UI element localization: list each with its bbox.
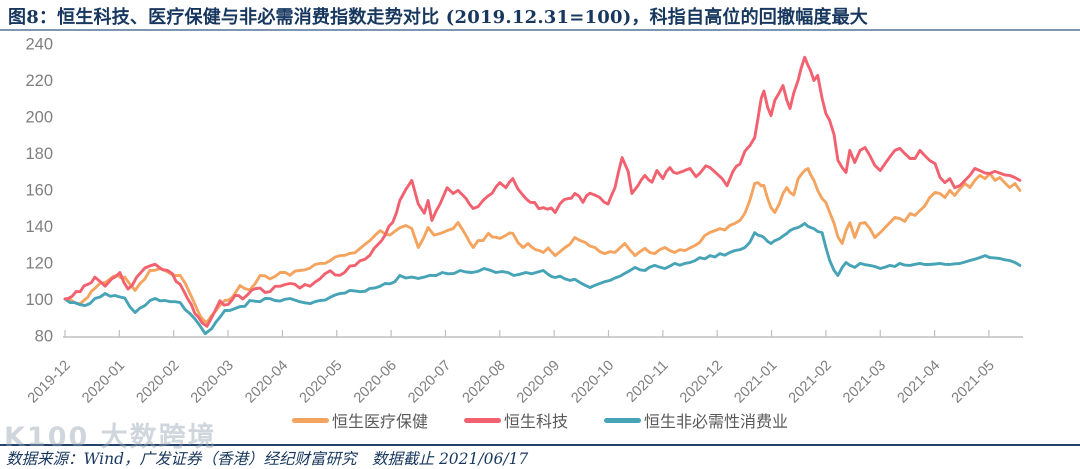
chart-legend: 恒生医疗保健 恒生科技 恒生非必需性消费业 bbox=[0, 408, 1080, 432]
x-tick-label: 2021-03 bbox=[840, 358, 889, 407]
legend-item: 恒生非必需性消费业 bbox=[604, 408, 788, 432]
x-tick-label: 2020-09 bbox=[514, 358, 563, 407]
x-tick-label: 2021-02 bbox=[786, 358, 835, 407]
series-line-2 bbox=[63, 221, 1022, 336]
y-axis-labels: 80 100 120 140 160 180 200 220 240 bbox=[25, 36, 53, 346]
y-tick-label: 160 bbox=[25, 182, 53, 200]
chart-title: 图8：恒生科技、医疗保健与非必需消费指数走势对比 (2019.12.31=100… bbox=[8, 7, 869, 28]
x-tick-label: 2020-11 bbox=[623, 358, 671, 406]
y-tick-label: 140 bbox=[25, 218, 53, 236]
x-tick-label: 2021-01 bbox=[731, 358, 780, 407]
series-line-3 bbox=[63, 55, 1022, 328]
x-tick-label: 2020-04 bbox=[242, 358, 291, 407]
x-tick-label: 2020-03 bbox=[188, 358, 237, 407]
x-tick-label: 2020-10 bbox=[568, 358, 617, 407]
y-tick-label: 100 bbox=[25, 291, 53, 309]
y-tick-label: 120 bbox=[25, 255, 53, 273]
legend-label: 恒生医疗保健 bbox=[331, 414, 428, 431]
x-tick-label: 2020-01 bbox=[79, 358, 128, 407]
x-tick-label: 2020-02 bbox=[134, 358, 183, 407]
series-line-1 bbox=[63, 167, 1022, 324]
y-tick-label: 180 bbox=[25, 145, 53, 163]
legend-label: 恒生科技 bbox=[503, 414, 568, 431]
x-tick-label: 2019-12 bbox=[25, 358, 74, 407]
x-tick-label: 2021-04 bbox=[894, 358, 943, 407]
legend-item: 恒生医疗保健 bbox=[291, 408, 428, 432]
x-tick-label: 2021-05 bbox=[949, 358, 998, 407]
title-divider bbox=[0, 29, 1080, 31]
data-source-note: 数据来源：Wind，广发证券（香港）经纪财富研究 数据截止 2021/06/17 bbox=[6, 450, 529, 468]
legend-item: 恒生科技 bbox=[463, 408, 568, 432]
x-tick-label: 2020-06 bbox=[351, 358, 400, 407]
x-tick-label: 2020-07 bbox=[405, 358, 454, 407]
y-tick-label: 80 bbox=[35, 328, 53, 346]
y-tick-label: 220 bbox=[25, 72, 53, 90]
x-axis-labels: 2019-12 2020-01 2020-02 2020-03 2020-04 2020-… bbox=[25, 330, 998, 406]
legend-swatch-icon bbox=[291, 417, 329, 423]
x-tick-label: 2020-12 bbox=[677, 358, 726, 407]
legend-label: 恒生非必需性消费业 bbox=[644, 414, 789, 431]
y-tick-label: 240 bbox=[25, 36, 53, 54]
x-tick-label: 2020-08 bbox=[460, 358, 509, 407]
footer-divider bbox=[0, 444, 1080, 446]
legend-swatch-icon bbox=[604, 417, 641, 423]
x-tick-label: 2020-05 bbox=[297, 358, 346, 407]
legend-swatch-icon bbox=[463, 417, 501, 423]
y-tick-label: 200 bbox=[25, 109, 53, 127]
